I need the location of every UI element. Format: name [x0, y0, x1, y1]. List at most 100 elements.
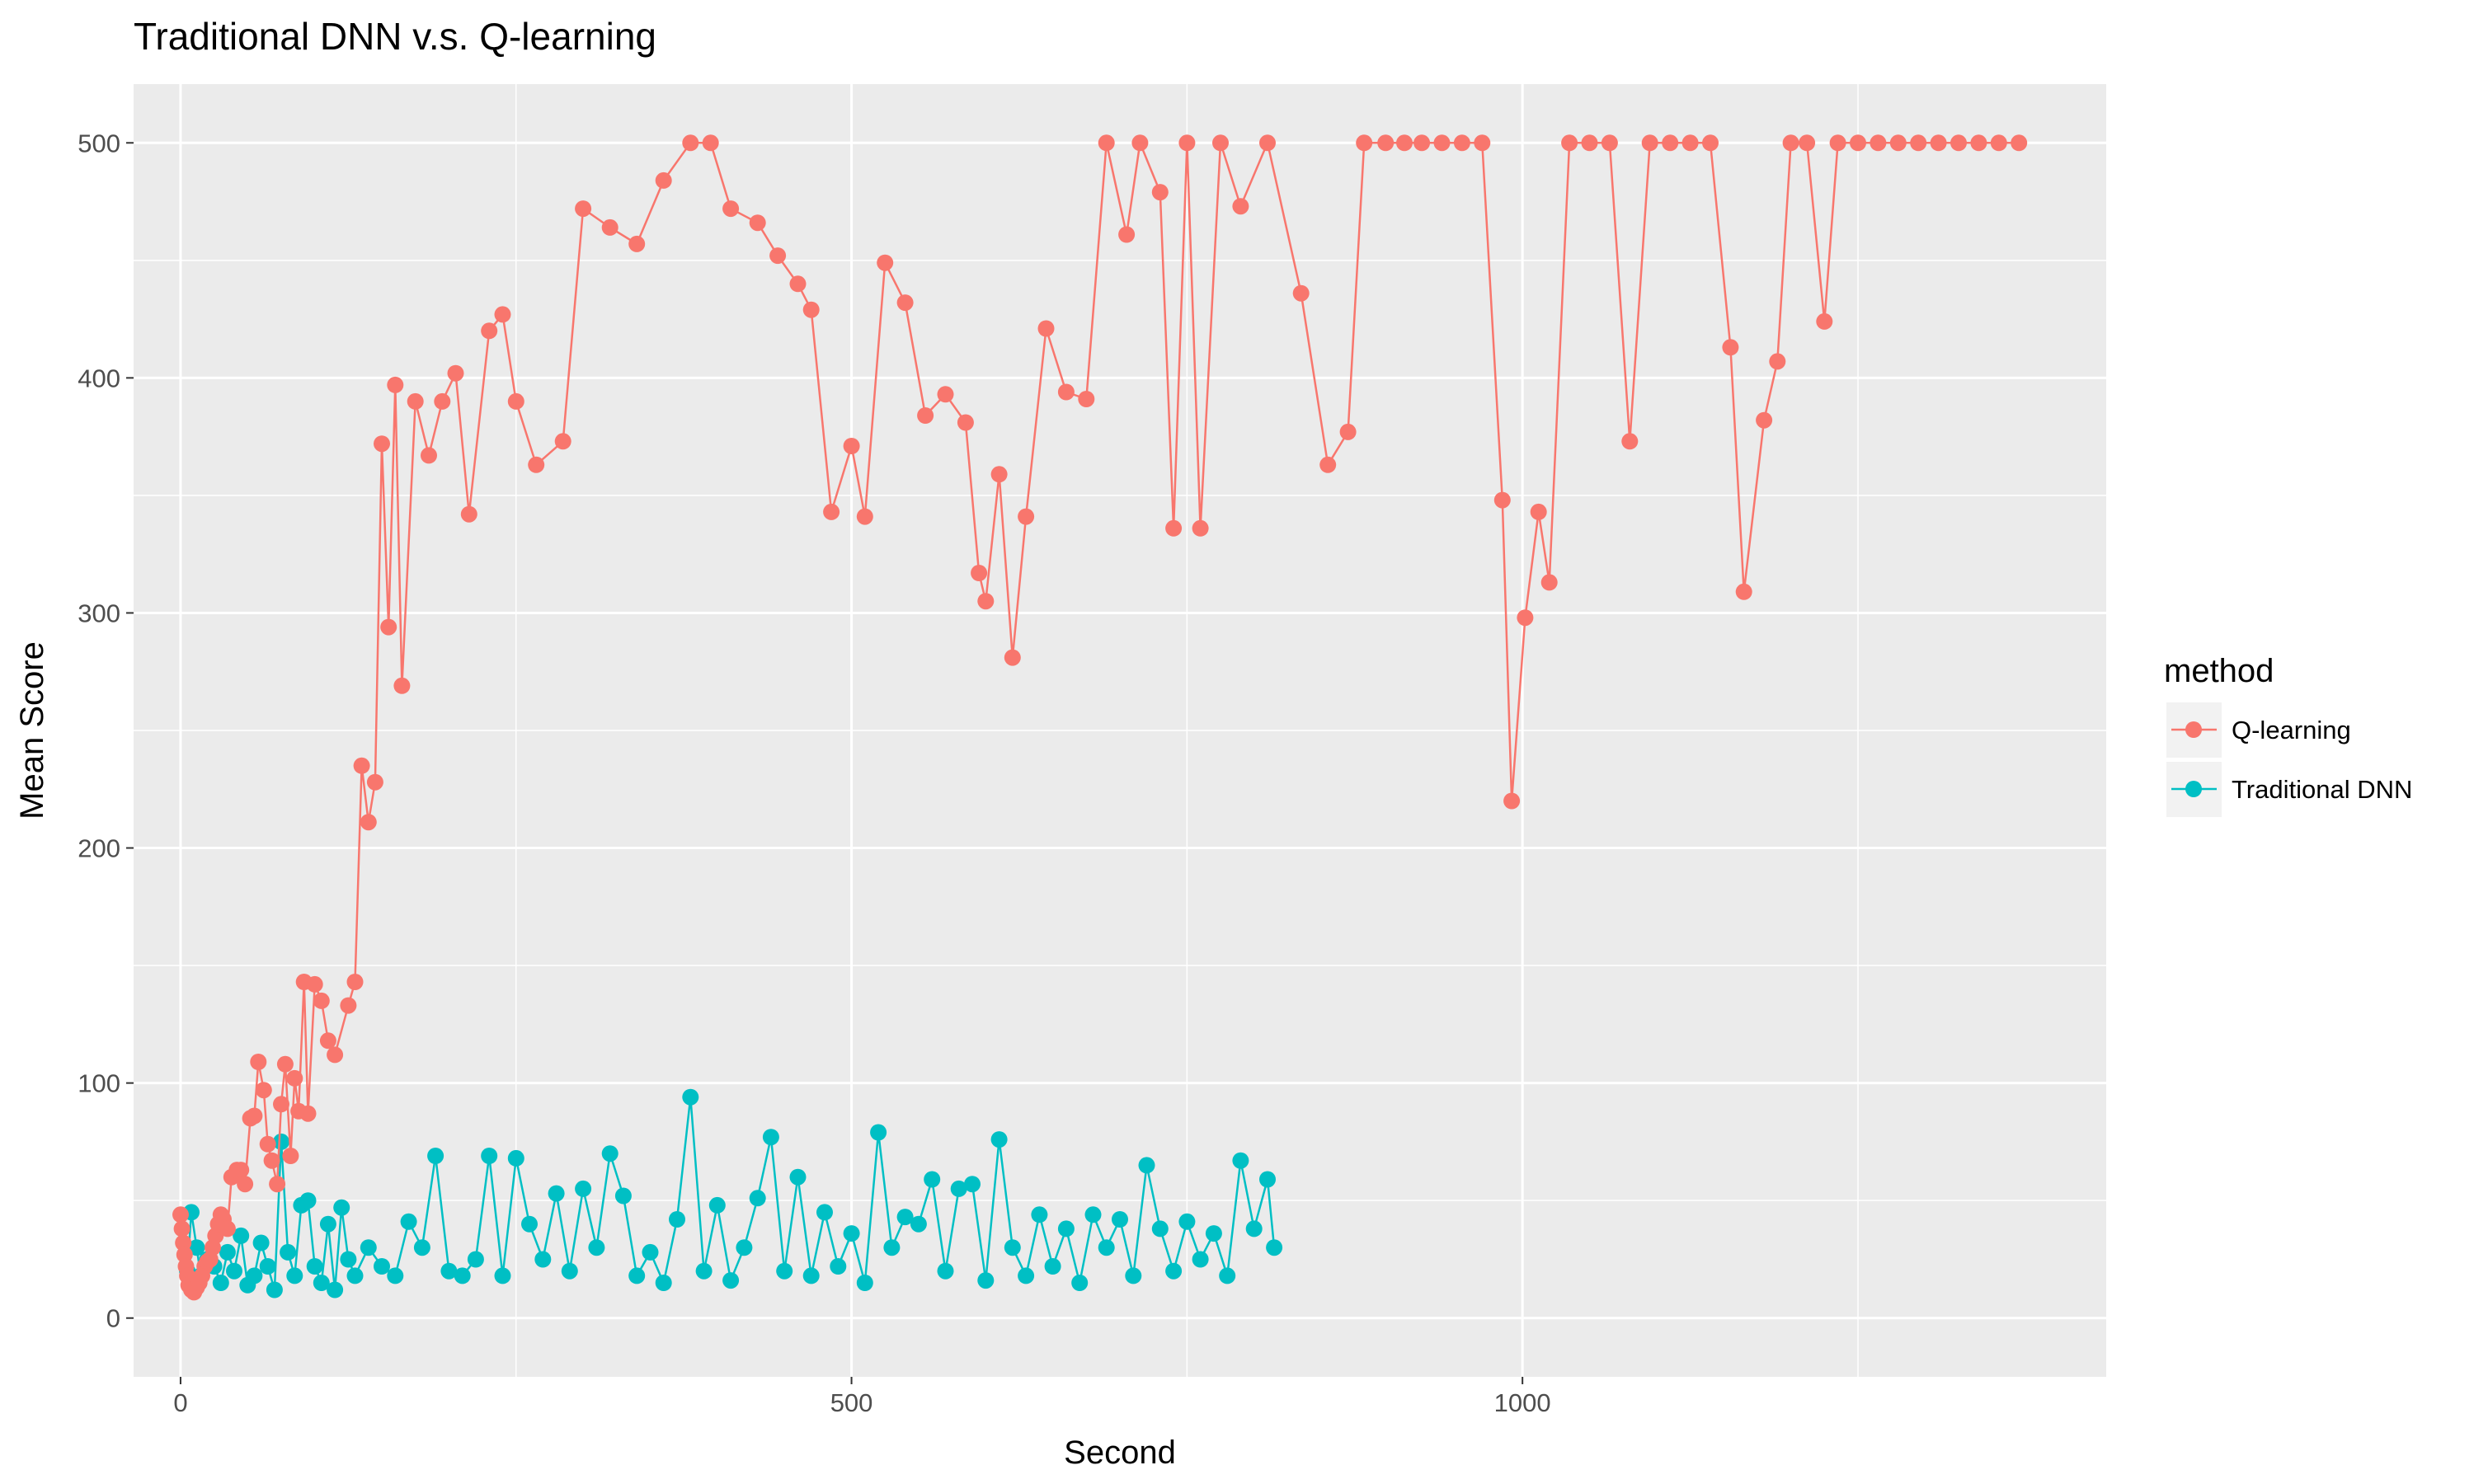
data-point-1-11 [246, 1267, 263, 1284]
data-point-0-87 [1057, 383, 1075, 401]
data-point-0-84 [1004, 649, 1021, 666]
x-axis: 0 500 1000 [173, 1377, 1551, 1417]
data-point-1-70 [937, 1262, 954, 1280]
data-point-0-91 [1131, 134, 1149, 152]
data-point-1-75 [1004, 1239, 1021, 1256]
data-point-0-24 [237, 1176, 254, 1193]
data-point-0-111 [1517, 609, 1534, 627]
x-axis-title: Second [1064, 1435, 1176, 1471]
legend-title: method [2164, 653, 2274, 689]
data-point-0-62 [575, 200, 592, 218]
data-point-0-85 [1018, 508, 1035, 525]
data-point-1-25 [340, 1251, 357, 1268]
data-point-0-1 [173, 1220, 190, 1237]
data-point-1-69 [924, 1171, 941, 1188]
data-point-0-83 [990, 466, 1008, 483]
data-point-0-71 [789, 275, 807, 293]
data-point-0-66 [682, 134, 699, 152]
chart-title: Traditional DNN v.s. Q-learning [134, 15, 656, 58]
data-point-1-46 [614, 1187, 632, 1205]
data-point-1-40 [534, 1251, 552, 1268]
data-point-1-38 [507, 1149, 524, 1167]
data-point-1-17 [286, 1267, 303, 1284]
data-point-0-78 [917, 407, 934, 424]
legend-label-q-learning: Q-learning [2232, 716, 2351, 744]
grid-minor [134, 84, 2106, 1377]
data-point-1-23 [327, 1281, 344, 1298]
data-point-1-24 [333, 1199, 350, 1216]
data-point-0-113 [1540, 574, 1558, 591]
data-point-0-127 [1799, 134, 1816, 152]
data-point-0-136 [1970, 134, 1987, 152]
data-point-1-55 [736, 1239, 753, 1256]
data-point-1-91 [1219, 1267, 1236, 1284]
data-point-1-6 [212, 1275, 229, 1291]
data-point-1-93 [1245, 1220, 1263, 1237]
y-tick-label-1: 100 [78, 1069, 120, 1098]
y-tick-label-4: 400 [78, 364, 120, 392]
data-point-1-63 [843, 1225, 860, 1242]
legend-label-traditional-dnn: Traditional DNN [2232, 775, 2412, 804]
data-point-1-82 [1098, 1239, 1115, 1256]
data-point-0-112 [1530, 503, 1547, 520]
series-1 [179, 1088, 1283, 1298]
data-point-0-96 [1212, 134, 1229, 152]
data-point-1-16 [280, 1243, 297, 1261]
data-point-1-50 [669, 1211, 685, 1228]
series-layer [172, 134, 2028, 1301]
data-point-1-65 [870, 1124, 887, 1141]
data-point-0-57 [481, 322, 498, 340]
data-point-1-15 [273, 1133, 289, 1150]
data-point-1-71 [950, 1180, 967, 1197]
data-point-0-101 [1339, 423, 1357, 440]
data-point-1-32 [427, 1148, 444, 1164]
data-point-0-40 [313, 992, 330, 1009]
data-point-0-105 [1413, 134, 1431, 152]
data-point-0-117 [1621, 433, 1639, 450]
data-point-0-92 [1151, 184, 1169, 201]
data-point-1-47 [628, 1267, 646, 1284]
data-point-0-28 [255, 1082, 272, 1099]
data-point-1-90 [1205, 1225, 1222, 1242]
data-point-1-49 [655, 1275, 672, 1291]
data-point-0-69 [749, 214, 766, 232]
data-point-0-60 [528, 456, 545, 473]
data-point-0-76 [877, 254, 894, 271]
data-point-1-61 [816, 1204, 833, 1221]
data-point-1-72 [964, 1176, 981, 1193]
data-point-0-122 [1722, 339, 1739, 356]
data-point-1-20 [306, 1258, 323, 1275]
legend-item-traditional-dnn: Traditional DNN [2166, 762, 2412, 817]
data-point-0-70 [769, 247, 787, 265]
data-point-0-42 [327, 1046, 344, 1064]
data-point-0-23 [233, 1162, 250, 1179]
data-point-0-74 [843, 438, 860, 454]
x-tick-label-2: 1000 [1494, 1388, 1551, 1417]
data-point-1-84 [1125, 1267, 1142, 1284]
data-point-1-27 [360, 1239, 377, 1256]
data-point-0-31 [269, 1176, 286, 1193]
data-point-0-95 [1192, 519, 1209, 537]
data-point-0-49 [380, 618, 397, 636]
data-point-0-116 [1601, 134, 1618, 152]
data-point-1-56 [749, 1190, 766, 1207]
data-point-1-29 [387, 1267, 404, 1284]
y-tick-label-2: 200 [78, 834, 120, 863]
y-tick-label-5: 500 [78, 129, 120, 157]
data-point-0-33 [276, 1055, 294, 1073]
data-point-1-94 [1259, 1171, 1276, 1188]
data-point-0-34 [282, 1148, 299, 1164]
data-point-1-83 [1112, 1211, 1128, 1228]
data-point-1-33 [440, 1262, 458, 1280]
data-point-1-48 [642, 1243, 659, 1261]
data-point-0-67 [702, 134, 719, 152]
data-point-1-13 [259, 1258, 276, 1275]
data-point-1-95 [1266, 1239, 1283, 1256]
data-point-1-19 [299, 1192, 317, 1209]
data-point-1-60 [802, 1267, 820, 1284]
legend: method Q-learning Traditional DNN [2164, 653, 2412, 817]
data-point-0-103 [1377, 134, 1395, 152]
series-0 [172, 134, 2028, 1301]
data-point-0-63 [601, 218, 618, 236]
